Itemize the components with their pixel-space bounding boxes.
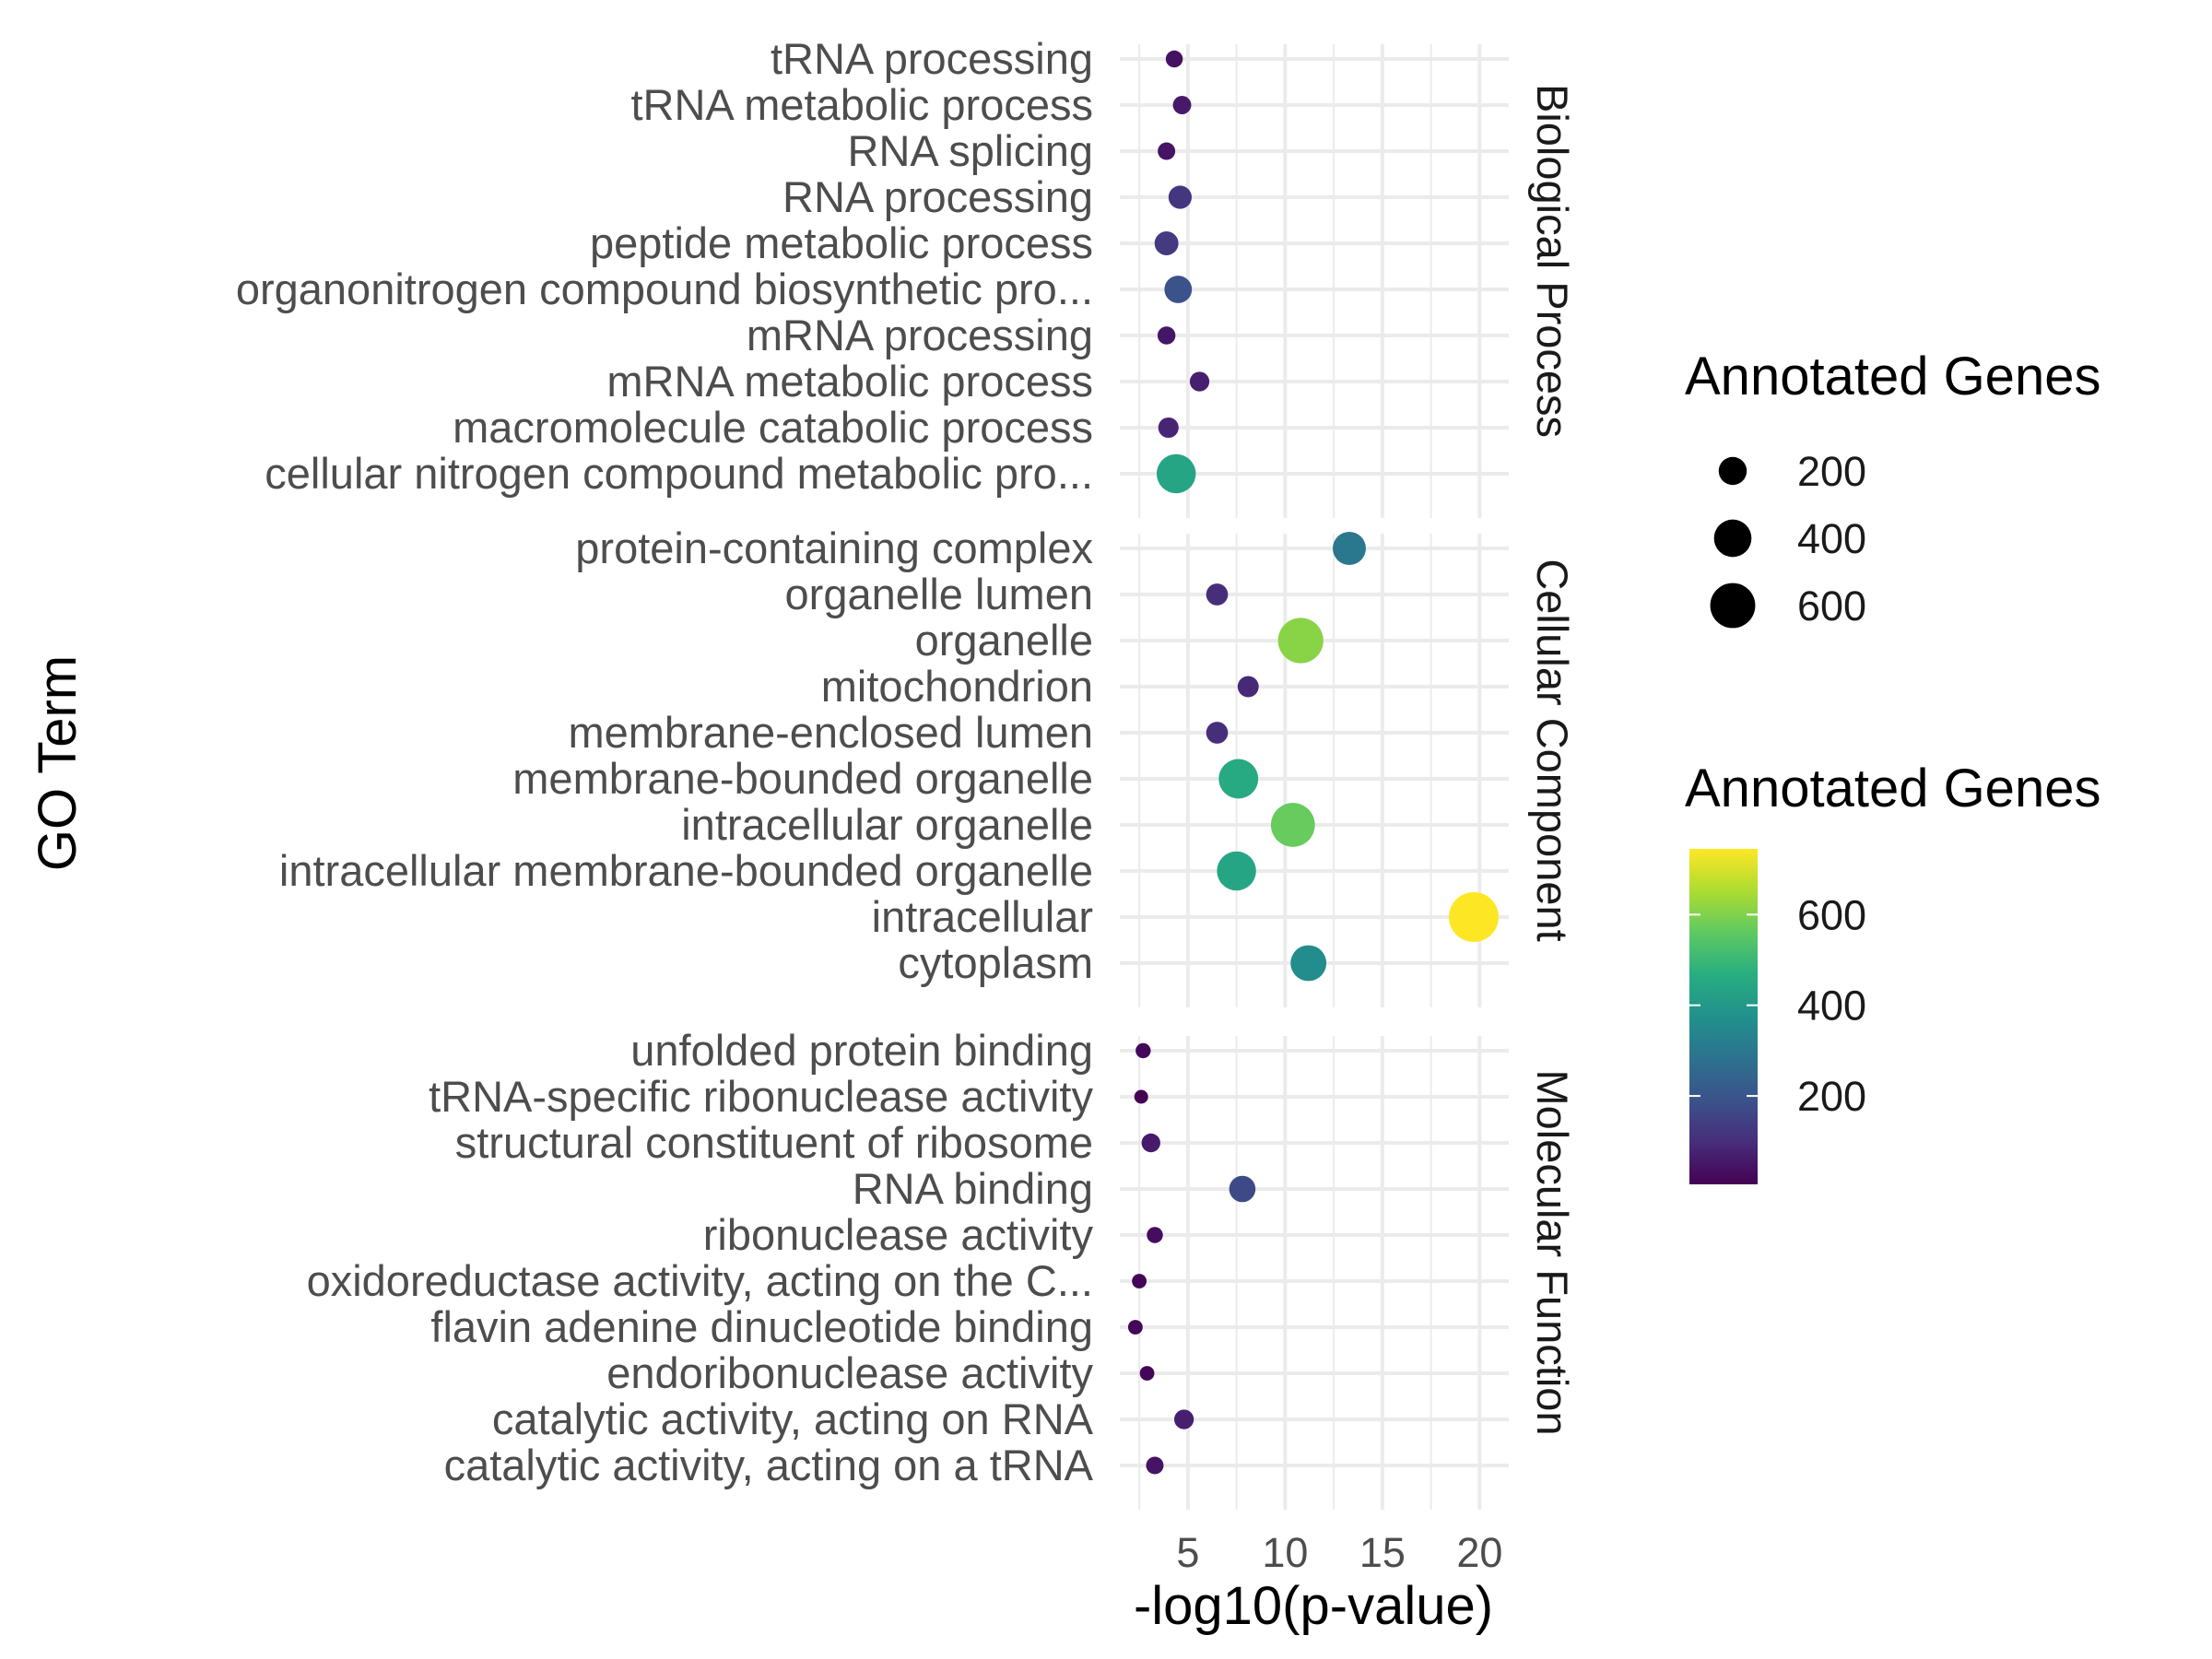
data-point — [1168, 185, 1193, 209]
data-point — [1165, 50, 1183, 68]
color-bar — [1689, 849, 1758, 1184]
data-point — [1217, 851, 1256, 891]
size-legend: Annotated Genes 200 400 600 — [1685, 347, 2100, 629]
data-point — [1141, 1133, 1160, 1153]
size-legend-label: 600 — [1797, 582, 1866, 629]
y-tick-label: protein-containing complex — [575, 524, 1093, 572]
x-tick-label: 15 — [1359, 1529, 1406, 1576]
size-legend-label: 400 — [1797, 515, 1866, 562]
y-tick-label: intracellular membrane-bounded organelle — [279, 846, 1093, 895]
data-point — [1237, 676, 1259, 698]
x-axis-title: -log10(p-value) — [1134, 1576, 1493, 1636]
data-point — [1139, 1366, 1155, 1381]
y-tick-label: RNA processing — [782, 172, 1093, 221]
size-legend-keys: 200 400 600 — [1710, 448, 1866, 629]
y-axis-title: GO Term — [28, 655, 88, 871]
facet-strip-label: Molecular Function — [1528, 1069, 1577, 1435]
size-legend-title: Annotated Genes — [1685, 347, 2100, 406]
color-legend-title: Annotated Genes — [1685, 759, 2100, 818]
data-point — [1127, 1320, 1143, 1335]
color-legend-label: 400 — [1797, 982, 1866, 1030]
data-point — [1147, 1227, 1163, 1243]
data-point — [1189, 371, 1210, 392]
y-tick-label: cellular nitrogen compound metabolic pro… — [265, 449, 1093, 498]
color-legend-ticks: 200 400 600 — [1689, 891, 1866, 1120]
y-tick-label: organelle — [915, 616, 1093, 665]
y-tick-label: peptide metabolic process — [590, 218, 1093, 267]
data-point — [1174, 1409, 1194, 1430]
y-tick-label: cytoplasm — [898, 938, 1093, 987]
y-tick-label: macromolecule catabolic process — [453, 403, 1093, 452]
y-tick-label: structural constituent of ribosome — [455, 1118, 1093, 1167]
y-tick-label: mRNA metabolic process — [606, 357, 1093, 406]
y-tick-label: intracellular — [872, 892, 1093, 941]
data-point — [1290, 945, 1327, 982]
data-point — [1135, 1042, 1151, 1059]
y-tick-label: membrane-enclosed lumen — [568, 708, 1093, 757]
data-point — [1164, 276, 1193, 303]
y-tick-label: unfolded protein binding — [630, 1026, 1093, 1075]
x-axis: 5 10 15 20 — [1176, 1529, 1502, 1576]
y-tick-label: tRNA-specific ribonuclease activity — [429, 1072, 1093, 1121]
y-tick-label: catalytic activity, acting on a tRNA — [444, 1441, 1094, 1489]
color-legend: Annotated Genes 200 400 600 — [1685, 759, 2100, 1184]
y-tick-label: endoribonuclease activity — [606, 1348, 1093, 1397]
y-tick-label: organelle lumen — [785, 570, 1093, 618]
data-point — [1154, 231, 1179, 255]
y-tick-label: RNA binding — [853, 1164, 1093, 1213]
y-tick-label: catalytic activity, acting on RNA — [492, 1394, 1094, 1443]
data-point — [1333, 532, 1366, 565]
data-point — [1229, 1175, 1256, 1203]
data-point — [1270, 803, 1315, 847]
x-tick-label: 20 — [1456, 1529, 1502, 1576]
y-tick-label: tRNA processing — [771, 34, 1093, 83]
y-tick-label: mRNA processing — [747, 311, 1093, 359]
data-point — [1206, 722, 1229, 744]
data-point — [1206, 583, 1229, 606]
x-tick-label: 10 — [1262, 1529, 1308, 1576]
data-point — [1158, 417, 1179, 439]
y-tick-label: RNA splicing — [848, 126, 1093, 175]
data-point — [1157, 326, 1176, 345]
y-tick-label: oxidoreductase activity, acting on the C… — [307, 1256, 1093, 1305]
y-tick-label: intracellular organelle — [681, 800, 1093, 849]
size-legend-key — [1710, 582, 1756, 629]
data-point — [1218, 759, 1259, 799]
data-point — [1156, 453, 1196, 494]
data-point — [1134, 1089, 1148, 1104]
data-point — [1172, 96, 1192, 114]
y-tick-label: flavin adenine dinucleotide binding — [430, 1302, 1093, 1351]
y-tick-label: organonitrogen compound biosynthetic pro… — [236, 265, 1093, 313]
y-tick-label: ribonuclease activity — [703, 1210, 1094, 1259]
color-legend-label: 200 — [1797, 1073, 1866, 1120]
data-point — [1146, 1456, 1164, 1475]
facet-strip-label: Cellular Component — [1528, 559, 1577, 941]
data-point — [1449, 892, 1500, 942]
data-point — [1277, 618, 1324, 664]
size-legend-key — [1713, 519, 1752, 558]
size-legend-label: 200 — [1797, 448, 1866, 495]
x-tick-label: 5 — [1176, 1529, 1199, 1576]
y-tick-label: mitochondrion — [821, 662, 1093, 711]
color-legend-label: 600 — [1797, 891, 1866, 938]
y-tick-label: membrane-bounded organelle — [512, 754, 1093, 803]
facet-strip-label: Biological Process — [1528, 84, 1577, 438]
data-point — [1132, 1274, 1147, 1288]
data-point — [1158, 142, 1176, 160]
y-tick-label: tRNA metabolic process — [630, 80, 1093, 129]
size-legend-key — [1718, 456, 1747, 486]
